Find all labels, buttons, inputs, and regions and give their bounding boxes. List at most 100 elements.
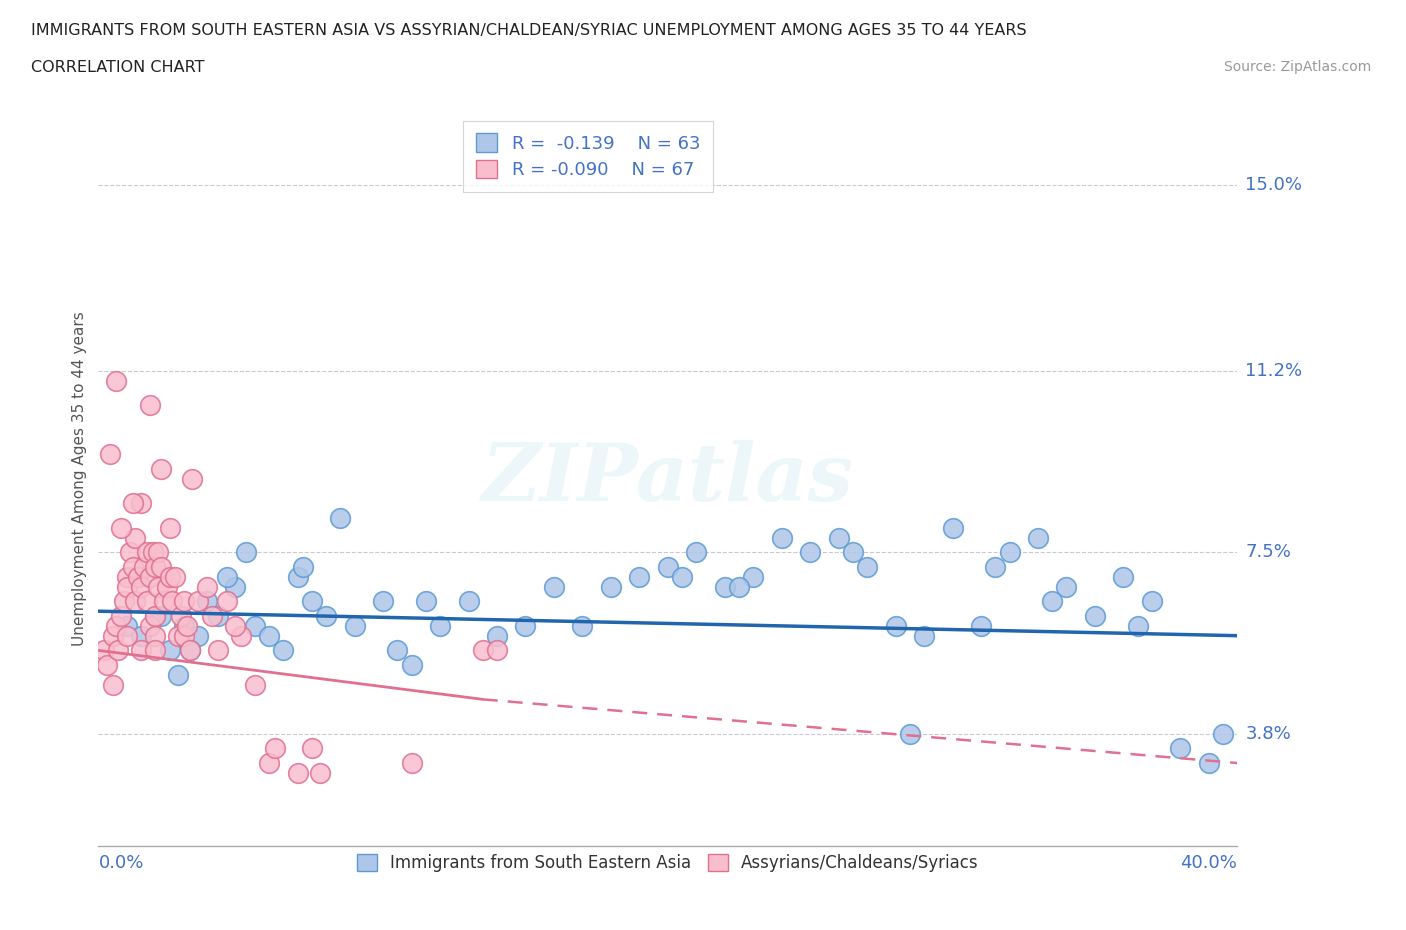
Point — [96, 658, 118, 672]
Point — [135, 545, 157, 560]
Point — [93, 643, 115, 658]
Point — [259, 629, 281, 644]
Point — [159, 521, 181, 536]
Point — [229, 629, 252, 644]
Point — [138, 569, 160, 584]
Point — [181, 472, 204, 486]
Point — [728, 579, 751, 594]
Point — [104, 618, 127, 633]
Text: 3.8%: 3.8% — [1246, 724, 1291, 743]
Point — [264, 741, 287, 756]
Point — [457, 594, 479, 609]
Point — [401, 658, 423, 672]
Point — [98, 447, 121, 462]
Point — [112, 594, 135, 609]
Point — [486, 629, 509, 644]
Y-axis label: Unemployment Among Ages 35 to 44 years: Unemployment Among Ages 35 to 44 years — [72, 312, 87, 646]
Point — [235, 545, 257, 560]
Point — [118, 545, 141, 560]
Point — [486, 643, 509, 658]
Point — [207, 643, 229, 658]
Point — [179, 643, 201, 658]
Point — [156, 579, 179, 594]
Point — [343, 618, 366, 633]
Point — [1126, 618, 1149, 633]
Point — [167, 668, 190, 683]
Point — [115, 618, 138, 633]
Point — [115, 579, 138, 594]
Text: 7.5%: 7.5% — [1246, 543, 1291, 562]
Point — [856, 560, 879, 575]
Point — [138, 398, 160, 413]
Point — [273, 643, 295, 658]
Point — [942, 521, 965, 536]
Text: CORRELATION CHART: CORRELATION CHART — [31, 60, 204, 75]
Point — [671, 569, 693, 584]
Point — [104, 374, 127, 389]
Point — [415, 594, 437, 609]
Point — [170, 608, 193, 623]
Legend: Immigrants from South Eastern Asia, Assyrians/Chaldeans/Syriacs: Immigrants from South Eastern Asia, Assy… — [350, 847, 986, 878]
Point — [129, 629, 152, 644]
Point — [770, 530, 793, 545]
Point — [912, 629, 935, 644]
Point — [115, 629, 138, 644]
Point — [1140, 594, 1163, 609]
Point — [148, 545, 170, 560]
Point — [176, 618, 198, 633]
Point — [543, 579, 565, 594]
Point — [179, 643, 201, 658]
Point — [515, 618, 537, 633]
Point — [1112, 569, 1135, 584]
Point — [828, 530, 851, 545]
Text: Source: ZipAtlas.com: Source: ZipAtlas.com — [1223, 60, 1371, 74]
Point — [145, 643, 167, 658]
Point — [301, 594, 323, 609]
Point — [1040, 594, 1063, 609]
Point — [714, 579, 737, 594]
Text: 15.0%: 15.0% — [1246, 176, 1302, 194]
Point — [110, 521, 132, 536]
Point — [145, 560, 167, 575]
Point — [287, 765, 309, 780]
Point — [145, 629, 167, 644]
Point — [124, 530, 146, 545]
Point — [145, 608, 167, 623]
Point — [998, 545, 1021, 560]
Point — [742, 569, 765, 584]
Point — [600, 579, 623, 594]
Point — [292, 560, 315, 575]
Point — [401, 755, 423, 770]
Point — [224, 579, 246, 594]
Point — [243, 618, 266, 633]
Point — [150, 608, 173, 623]
Point — [1170, 741, 1192, 756]
Point — [153, 594, 176, 609]
Point — [165, 569, 187, 584]
Point — [970, 618, 993, 633]
Point — [150, 461, 173, 476]
Point — [195, 594, 218, 609]
Point — [107, 643, 129, 658]
Point — [159, 643, 181, 658]
Point — [215, 594, 238, 609]
Point — [984, 560, 1007, 575]
Point — [657, 560, 679, 575]
Point — [135, 594, 157, 609]
Point — [471, 643, 494, 658]
Point — [173, 594, 195, 609]
Text: 40.0%: 40.0% — [1181, 854, 1237, 871]
Point — [628, 569, 651, 584]
Point — [884, 618, 907, 633]
Point — [685, 545, 707, 560]
Point — [1198, 755, 1220, 770]
Point — [121, 496, 143, 511]
Point — [101, 629, 124, 644]
Point — [173, 618, 195, 633]
Point — [309, 765, 332, 780]
Point — [207, 608, 229, 623]
Point — [115, 569, 138, 584]
Point — [215, 569, 238, 584]
Text: 0.0%: 0.0% — [98, 854, 143, 871]
Point — [162, 594, 184, 609]
